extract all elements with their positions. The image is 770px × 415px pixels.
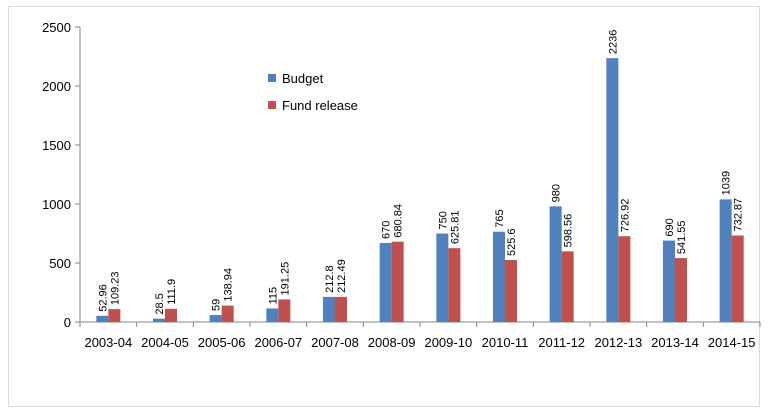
budget-data-label: 212.8 <box>324 265 336 293</box>
x-tick-label: 2007-08 <box>311 335 359 350</box>
x-tick-label: 2009-10 <box>424 335 472 350</box>
budget-data-label: 670 <box>381 221 393 239</box>
fund-release-data-label: 138.94 <box>223 268 235 302</box>
fund-release-data-label: 212.49 <box>336 259 348 293</box>
fund-release-bar <box>731 235 744 322</box>
x-tick-label: 2004-05 <box>141 335 189 350</box>
y-axis-ticks: 0 500 1000 1500 2000 2500 <box>42 20 80 330</box>
chart-frame <box>8 6 760 407</box>
y-tick-label: 2500 <box>42 20 71 35</box>
x-tick-label: 2012-13 <box>594 335 642 350</box>
x-tick-label: 2005-06 <box>198 335 246 350</box>
fund-release-bar <box>391 241 404 322</box>
budget-bar <box>379 242 392 322</box>
chart-legend: Budget Fund release <box>268 71 358 113</box>
x-tick-label: 2006-07 <box>254 335 302 350</box>
budget-data-label: 1039 <box>721 171 733 195</box>
legend-label: Budget <box>282 71 324 86</box>
fund-release-data-label: 525.6 <box>506 228 518 256</box>
y-tick-label: 2000 <box>42 79 71 94</box>
y-tick-label: 1500 <box>42 138 71 153</box>
legend-swatch <box>268 101 276 109</box>
budget-bar <box>266 308 279 322</box>
fund-release-bar <box>108 309 121 322</box>
fund-release-bar <box>505 259 517 322</box>
budget-bar <box>606 58 619 322</box>
fund-release-bar <box>221 305 234 322</box>
budget-data-label: 52.96 <box>97 284 109 312</box>
x-tick-label: 2003-04 <box>84 335 132 350</box>
fund-release-data-label: 541.55 <box>676 220 688 254</box>
fund-release-data-label: 732.87 <box>733 198 745 232</box>
fund-release-data-label: 726.92 <box>619 199 631 233</box>
fund-release-bar <box>448 248 461 322</box>
budget-data-label: 765 <box>494 209 506 227</box>
x-tick-label: 2010-11 <box>482 335 529 350</box>
fund-release-bar <box>675 258 687 322</box>
budget-data-label: 115 <box>267 287 279 305</box>
budget-bar <box>493 231 505 322</box>
y-tick-label: 500 <box>49 256 71 271</box>
fund-release-bar <box>165 308 177 322</box>
budget-data-label: 59 <box>211 299 223 311</box>
x-tick-label: 2014-15 <box>708 335 756 350</box>
budget-data-label: 980 <box>551 184 563 202</box>
y-tick-label: 1000 <box>42 197 71 212</box>
fund-release-data-label: 191.25 <box>279 262 291 296</box>
budget-bar <box>663 240 675 322</box>
x-tick-label: 2011-12 <box>538 335 585 350</box>
fund-release-data-label: 625.81 <box>449 210 461 244</box>
fund-release-data-label: 111.9 <box>166 279 178 305</box>
budget-data-label: 28.5 <box>154 293 166 314</box>
budget-bar <box>323 296 335 322</box>
x-axis-ticks: 2003-04 2004-05 2005-06 2006-07 2007-08 2008-… <box>79 322 761 350</box>
fund-release-bar <box>278 299 291 322</box>
fund-release-data-label: 598.56 <box>563 214 575 248</box>
fund-release-data-label: 109.23 <box>109 271 121 305</box>
x-tick-label: 2013-14 <box>651 335 699 350</box>
budget-bar <box>153 318 165 322</box>
chart-axes <box>79 27 760 323</box>
budget-bar <box>209 315 222 322</box>
budget-data-label: 2236 <box>607 30 619 54</box>
budget-bar <box>549 206 562 322</box>
y-tick-label: 0 <box>64 315 71 330</box>
fund-release-data-label: 680.84 <box>393 204 405 238</box>
budget-bar <box>436 233 449 322</box>
x-tick-label: 2008-09 <box>368 335 416 350</box>
budget-bar <box>96 315 109 322</box>
chart-bars <box>96 58 744 322</box>
fund-release-bar <box>561 251 574 322</box>
budget-data-label: 750 <box>437 211 449 229</box>
budget-bar <box>719 199 732 322</box>
legend-label: Fund release <box>282 98 358 113</box>
fund-release-bar <box>335 296 347 322</box>
fund-release-bar <box>618 236 631 322</box>
legend-swatch <box>268 74 276 82</box>
budget-data-label: 690 <box>664 218 676 236</box>
